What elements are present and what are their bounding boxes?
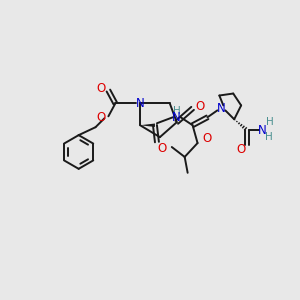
Text: O: O <box>157 142 167 154</box>
Text: N: N <box>258 124 266 137</box>
Text: O: O <box>203 132 212 145</box>
Text: H: H <box>173 106 181 116</box>
Text: N: N <box>217 102 226 115</box>
Text: O: O <box>195 100 204 113</box>
Text: H: H <box>265 132 273 142</box>
Text: O: O <box>97 82 106 95</box>
Text: N: N <box>172 111 181 124</box>
Text: N: N <box>136 97 145 110</box>
Text: H: H <box>266 117 274 127</box>
Text: O: O <box>236 142 246 155</box>
Polygon shape <box>140 124 155 127</box>
Text: O: O <box>97 111 106 124</box>
